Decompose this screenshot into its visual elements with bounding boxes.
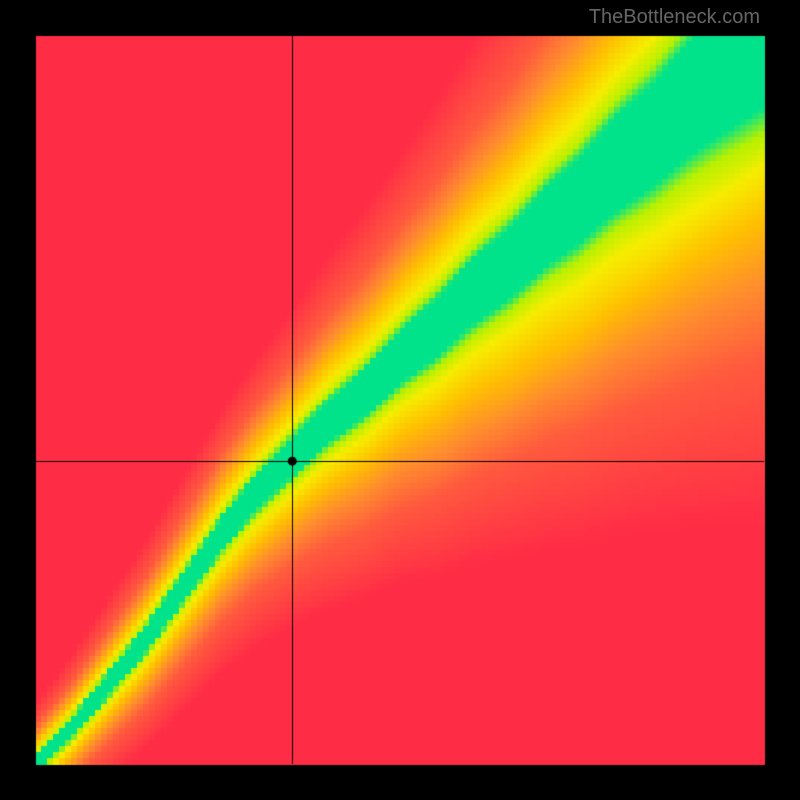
watermark-text: TheBottleneck.com [589, 6, 760, 29]
chart-container: TheBottleneck.com [0, 0, 800, 800]
heatmap-canvas [0, 0, 800, 800]
